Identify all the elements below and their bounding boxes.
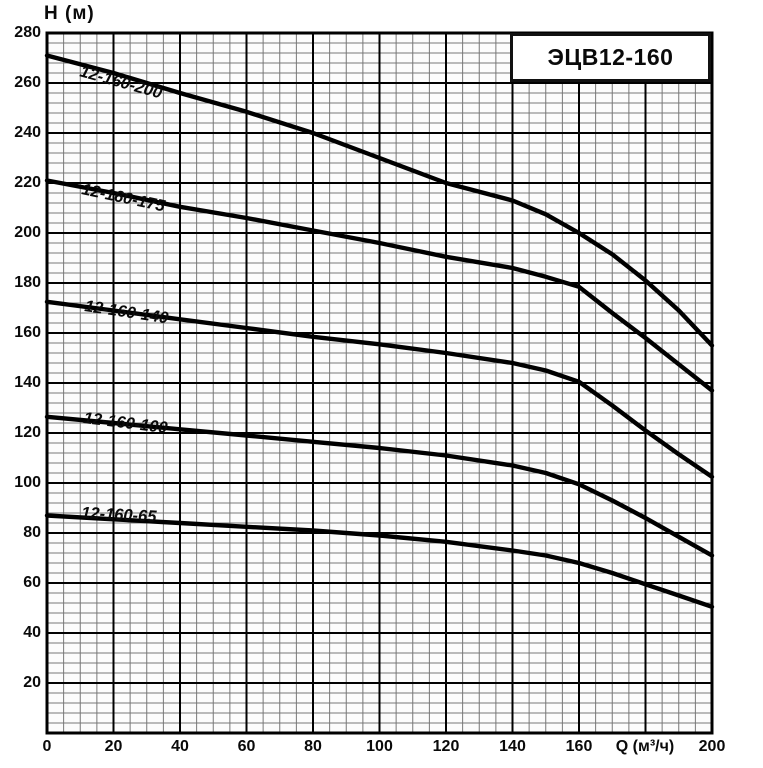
x-tick-label: 120 <box>432 738 460 755</box>
x-tick-label: 60 <box>237 738 256 755</box>
plot-border <box>45 31 714 735</box>
y-tick-label: 160 <box>14 324 41 341</box>
x-tick-label: 20 <box>104 738 123 755</box>
y-tick-label: 20 <box>23 674 41 691</box>
y-axis-title: H (м) <box>44 3 95 24</box>
pump-curve-12-160-140 <box>44 299 715 479</box>
y-tick-label: 80 <box>23 524 41 541</box>
x-axis-title: Q (м³/ч) <box>615 738 675 755</box>
x-tick-label: 40 <box>171 738 189 755</box>
y-tick-label: 140 <box>14 374 41 391</box>
pump-curve-12-160-100 <box>44 414 715 558</box>
y-tick-label: 200 <box>14 224 41 241</box>
y-tick-label: 220 <box>14 174 41 191</box>
pump-curve-12-160-65 <box>44 513 715 609</box>
y-tick-label: 60 <box>23 574 41 591</box>
pump-curve-12-160-175 <box>44 178 715 393</box>
x-tick-label: 140 <box>499 738 526 755</box>
x-tick-label: 160 <box>565 738 593 755</box>
pump-curve-12-160-200 <box>44 53 715 348</box>
chart-title-box: ЭЦВ12-160 <box>510 33 711 82</box>
chart-title: ЭЦВ12-160 <box>547 44 674 70</box>
x-tick-label: 200 <box>698 738 726 755</box>
x-tick-label: 0 <box>42 738 52 755</box>
y-tick-label: 280 <box>14 24 41 41</box>
y-tick-label: 180 <box>14 274 41 291</box>
y-tick-label: 260 <box>14 74 41 91</box>
x-tick-label: 80 <box>304 738 322 755</box>
y-tick-label: 40 <box>23 624 41 641</box>
x-tick-label: 100 <box>366 738 393 755</box>
y-tick-label: 240 <box>14 124 41 141</box>
curve-label-12-160-65: 12-160-65 <box>81 504 158 526</box>
y-tick-label: 100 <box>14 474 41 491</box>
y-tick-label: 120 <box>14 424 41 441</box>
